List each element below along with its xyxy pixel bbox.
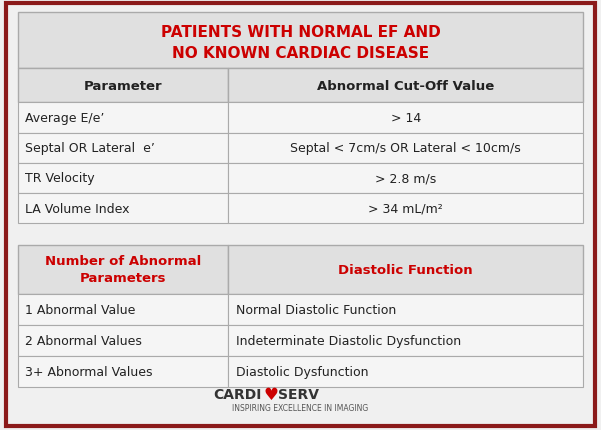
FancyBboxPatch shape xyxy=(18,13,583,69)
Text: INSPIRING EXCELLENCE IN IMAGING: INSPIRING EXCELLENCE IN IMAGING xyxy=(233,403,368,412)
FancyBboxPatch shape xyxy=(228,295,583,326)
Text: CARDI: CARDI xyxy=(213,387,261,402)
FancyBboxPatch shape xyxy=(18,103,228,133)
Text: TR Velocity: TR Velocity xyxy=(25,172,95,185)
FancyBboxPatch shape xyxy=(18,356,228,387)
Text: 1 Abnormal Value: 1 Abnormal Value xyxy=(25,304,136,316)
Text: LA Volume Index: LA Volume Index xyxy=(25,202,130,215)
Text: PATIENTS WITH NORMAL EF AND: PATIENTS WITH NORMAL EF AND xyxy=(160,25,441,40)
FancyBboxPatch shape xyxy=(6,4,595,426)
FancyBboxPatch shape xyxy=(18,163,228,194)
FancyBboxPatch shape xyxy=(228,103,583,133)
Text: 3+ Abnormal Values: 3+ Abnormal Values xyxy=(25,366,153,378)
Text: Abnormal Cut-Off Value: Abnormal Cut-Off Value xyxy=(317,80,494,92)
Text: > 2.8 m/s: > 2.8 m/s xyxy=(375,172,436,185)
Text: Septal < 7cm/s OR Lateral < 10cm/s: Septal < 7cm/s OR Lateral < 10cm/s xyxy=(290,142,521,155)
Text: > 34 mL/m²: > 34 mL/m² xyxy=(368,202,443,215)
FancyBboxPatch shape xyxy=(228,356,583,387)
Text: Parameter: Parameter xyxy=(84,80,162,92)
FancyBboxPatch shape xyxy=(228,69,583,103)
FancyBboxPatch shape xyxy=(18,194,228,224)
FancyBboxPatch shape xyxy=(228,163,583,194)
Text: ♥: ♥ xyxy=(263,386,278,403)
FancyBboxPatch shape xyxy=(18,295,228,326)
Text: Normal Diastolic Function: Normal Diastolic Function xyxy=(236,304,396,316)
FancyBboxPatch shape xyxy=(18,133,228,163)
Text: Septal OR Lateral  e’: Septal OR Lateral e’ xyxy=(25,142,155,155)
FancyBboxPatch shape xyxy=(18,69,228,103)
FancyBboxPatch shape xyxy=(228,133,583,163)
Text: > 14: > 14 xyxy=(391,112,421,125)
Text: Diastolic Dysfunction: Diastolic Dysfunction xyxy=(236,366,368,378)
Text: 2 Abnormal Values: 2 Abnormal Values xyxy=(25,335,142,347)
FancyBboxPatch shape xyxy=(18,245,228,295)
FancyBboxPatch shape xyxy=(228,245,583,295)
Text: Indeterminate Diastolic Dysfunction: Indeterminate Diastolic Dysfunction xyxy=(236,335,461,347)
Text: Number of Abnormal
Parameters: Number of Abnormal Parameters xyxy=(45,255,201,285)
Text: SERV: SERV xyxy=(278,387,319,402)
Text: Diastolic Function: Diastolic Function xyxy=(338,263,473,276)
Text: Average E/e’: Average E/e’ xyxy=(25,112,105,125)
Text: NO KNOWN CARDIAC DISEASE: NO KNOWN CARDIAC DISEASE xyxy=(172,46,429,61)
FancyBboxPatch shape xyxy=(228,326,583,356)
FancyBboxPatch shape xyxy=(18,326,228,356)
FancyBboxPatch shape xyxy=(228,194,583,224)
